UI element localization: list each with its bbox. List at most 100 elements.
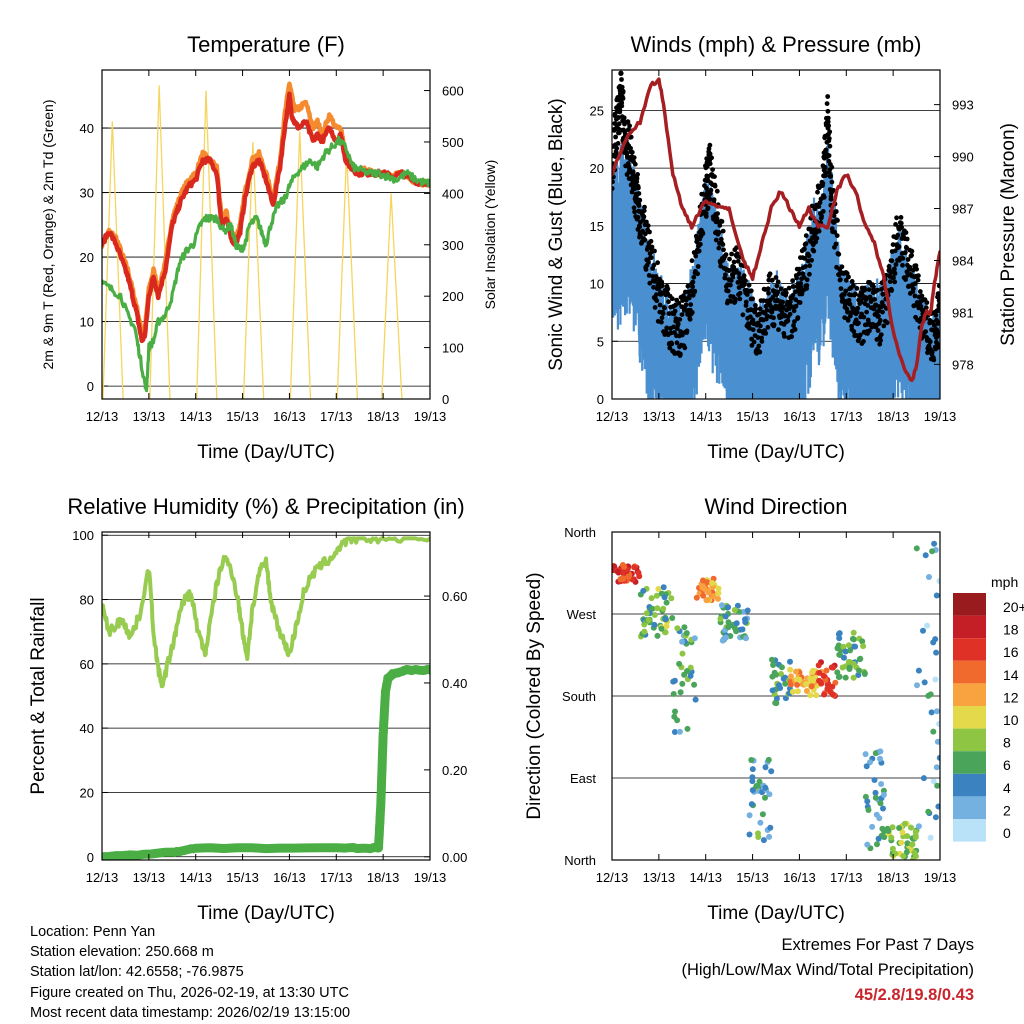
- direction-point: [625, 573, 632, 580]
- gust-point: [720, 228, 726, 234]
- direction-point: [898, 839, 905, 846]
- direction-point: [849, 635, 856, 642]
- direction-point: [842, 674, 849, 681]
- x-tick-label: 13/13: [133, 870, 166, 885]
- gust-point: [766, 290, 771, 296]
- gust-point: [714, 215, 720, 221]
- gust-point: [671, 324, 676, 330]
- gust-point: [627, 123, 632, 129]
- direction-point: [679, 680, 686, 687]
- direction-point: [765, 756, 772, 763]
- gust-point: [804, 277, 810, 283]
- direction-point: [847, 647, 854, 654]
- gust-point: [804, 283, 810, 288]
- gust-point: [845, 317, 851, 323]
- direction-point: [932, 676, 939, 683]
- gust-point: [825, 108, 831, 114]
- x-tick-label: 14/13: [689, 409, 722, 424]
- gust-point: [692, 288, 698, 294]
- gust-point: [644, 219, 649, 225]
- direction-point: [877, 800, 884, 807]
- gust-point: [911, 286, 916, 292]
- gust-point: [773, 275, 779, 280]
- gust-point: [666, 299, 671, 305]
- gust-point: [750, 296, 755, 302]
- gust-point: [631, 205, 637, 211]
- gust-point: [764, 307, 770, 313]
- direction-point: [869, 823, 876, 830]
- direction-point: [816, 677, 823, 684]
- gust-point: [704, 185, 709, 191]
- direction-point: [768, 768, 775, 775]
- x-tick-label: 14/13: [179, 870, 212, 885]
- gust-point: [750, 317, 756, 323]
- gust-point: [924, 300, 930, 305]
- gust-point: [618, 71, 624, 76]
- direction-point: [643, 610, 650, 617]
- gust-point: [642, 204, 647, 210]
- gust-point: [792, 319, 797, 324]
- gust-point: [690, 279, 696, 285]
- gust-point: [889, 288, 894, 293]
- direction-point: [921, 679, 928, 686]
- gust-point: [909, 248, 915, 254]
- y-tick-label: 0: [597, 392, 604, 407]
- gust-point: [743, 299, 749, 305]
- direction-point: [769, 656, 775, 663]
- direction-point: [908, 824, 914, 831]
- gust-point: [733, 296, 738, 302]
- gust-point: [767, 271, 773, 277]
- direction-point: [850, 629, 857, 636]
- gust-point: [820, 181, 826, 186]
- gust-point: [789, 334, 794, 339]
- gust-point: [790, 284, 796, 289]
- direction-point: [749, 766, 756, 773]
- direction-point: [872, 794, 879, 801]
- direction-point: [794, 688, 801, 695]
- direction-point: [912, 834, 919, 841]
- gust-point: [893, 262, 899, 267]
- gust-point: [757, 306, 763, 312]
- colorbar-label: 0: [1003, 825, 1011, 841]
- y-tick-label: 10: [80, 315, 94, 330]
- direction-point: [674, 625, 681, 632]
- direction-point: [700, 577, 706, 584]
- gust-point: [851, 329, 857, 334]
- gust-point: [811, 248, 817, 254]
- direction-point: [926, 574, 932, 580]
- direction-point: [901, 820, 908, 827]
- direction-point: [778, 664, 785, 671]
- gust-point: [714, 188, 720, 194]
- colorbar-swatch: [953, 660, 986, 684]
- direction-point: [931, 540, 938, 547]
- panel-title: Winds (mph) & Pressure (mb): [631, 32, 922, 57]
- y2-tick-label: 300: [442, 238, 464, 253]
- gust-point: [649, 255, 654, 260]
- gust-point: [790, 278, 795, 284]
- gust-point: [637, 224, 642, 230]
- gust-point: [740, 312, 746, 318]
- direction-point: [813, 692, 820, 699]
- x-tick-label: 18/13: [877, 409, 910, 424]
- x-tick-label: 17/13: [830, 870, 863, 885]
- extremes-legend: (High/Low/Max Wind/Total Precipitation): [681, 961, 974, 979]
- gust-point: [872, 297, 878, 302]
- gust-point: [651, 262, 657, 268]
- gust-point: [900, 262, 905, 268]
- gust-point: [766, 277, 772, 283]
- gust-point: [635, 172, 640, 177]
- gust-point: [825, 119, 831, 125]
- direction-point: [757, 819, 764, 826]
- direction-point: [877, 748, 884, 755]
- y2-tick-label: 0.20: [442, 763, 467, 778]
- gust-point: [693, 253, 699, 259]
- direction-point: [828, 664, 835, 671]
- y-tick-label: 40: [80, 121, 94, 136]
- gust-point: [797, 266, 802, 272]
- y-tick-label: 80: [80, 593, 94, 608]
- direction-point: [733, 628, 740, 635]
- direction-point: [922, 552, 929, 559]
- gust-point: [793, 303, 799, 309]
- gust-point: [802, 246, 807, 252]
- gust-point: [814, 235, 820, 241]
